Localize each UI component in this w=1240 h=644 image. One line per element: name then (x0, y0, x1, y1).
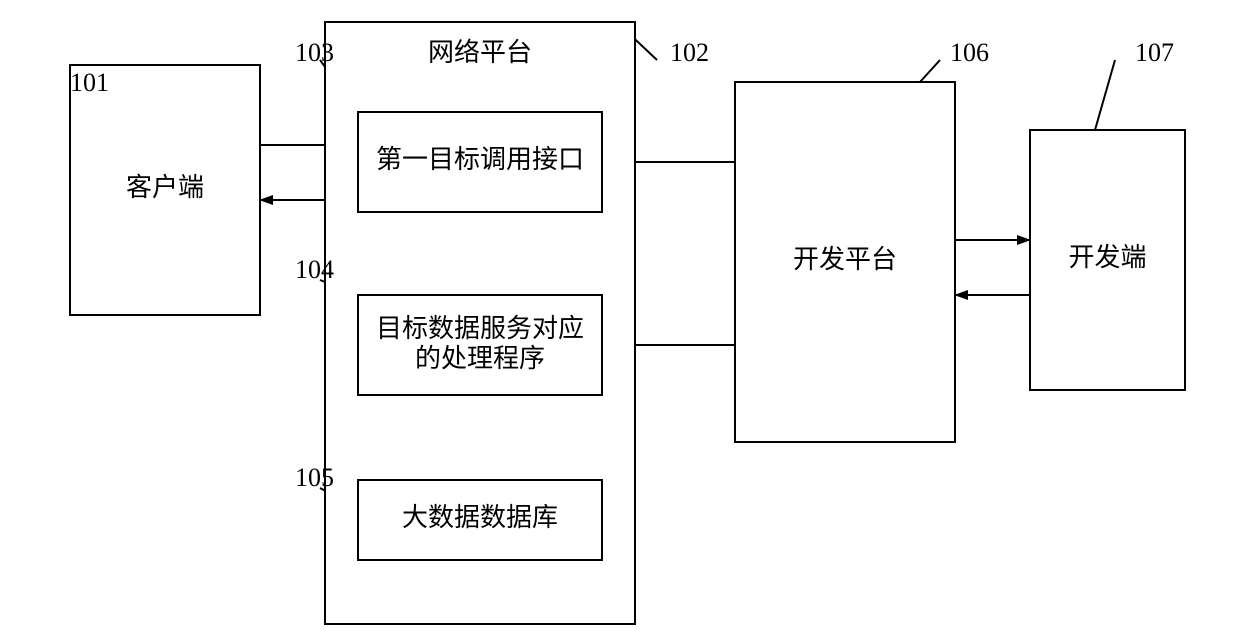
ref-number-103: 103 (295, 38, 334, 67)
ref-number-104: 104 (295, 255, 334, 284)
node-label-client: 客户端 (126, 173, 204, 202)
node-label-devend: 开发端 (1068, 243, 1146, 272)
ref-number-107: 107 (1135, 38, 1174, 67)
leader-num106 (920, 60, 940, 82)
ref-number-101: 101 (70, 68, 109, 97)
ref-number-106: 106 (950, 38, 989, 67)
node-label-db: 大数据数据库 (402, 503, 558, 532)
node-label-platform: 网络平台 (428, 38, 532, 67)
architecture-diagram: 客户端101网络平台102第一目标调用接口103目标数据服务对应的处理程序104… (0, 0, 1240, 644)
node-label-api: 第一目标调用接口 (376, 145, 584, 174)
ref-number-105: 105 (295, 463, 334, 492)
node-label-devplat: 开发平台 (793, 245, 897, 274)
leader-num107 (1095, 60, 1115, 130)
ref-number-102: 102 (670, 38, 709, 67)
